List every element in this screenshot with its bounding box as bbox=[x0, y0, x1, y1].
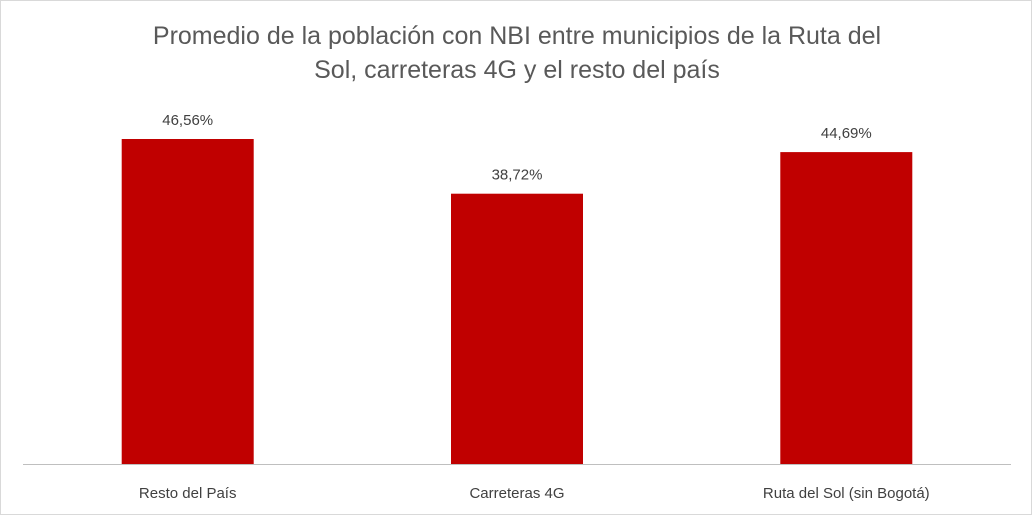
data-label-0: 46,56% bbox=[162, 112, 213, 129]
bar-2 bbox=[780, 152, 913, 464]
chart-title-line-1: Promedio de la población con NBI entre m… bbox=[152, 22, 882, 50]
data-label-2: 44,69% bbox=[821, 125, 872, 142]
data-label-1: 38,72% bbox=[492, 167, 543, 184]
bar-0 bbox=[121, 139, 254, 464]
category-label-2: Ruta del Sol (sin Bogotá) bbox=[763, 485, 930, 502]
chart-title: Promedio de la población con NBI entre m… bbox=[1, 19, 1032, 87]
chart-title-line-2: Sol, carreteras 4G y el resto del país bbox=[314, 56, 720, 84]
bar-1 bbox=[451, 193, 583, 464]
category-label-0: Resto del País bbox=[139, 485, 237, 502]
category-label-1: Carreteras 4G bbox=[469, 485, 564, 502]
